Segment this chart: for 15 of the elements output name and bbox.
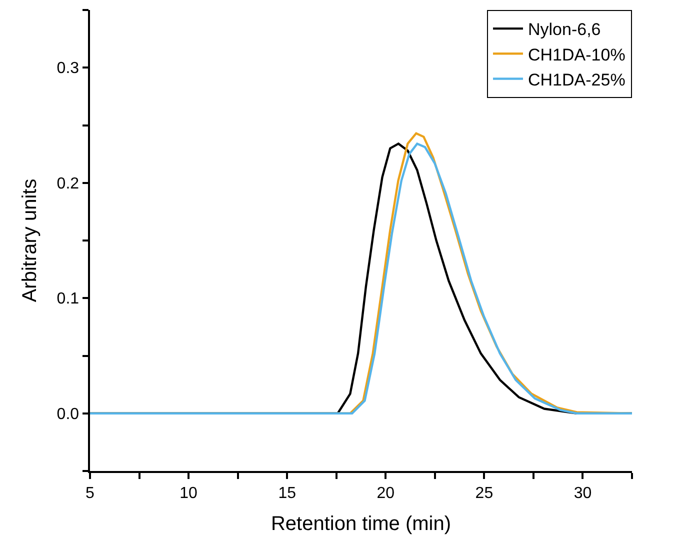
x-tick-label: 5 [86, 484, 95, 502]
x-tick-label: 10 [180, 484, 198, 502]
legend-label: CH1DA-10% [528, 45, 626, 64]
y-tick-label: 0.2 [56, 175, 80, 192]
y-tick-label: 0.3 [56, 60, 80, 78]
x-tick-label: 15 [278, 484, 296, 502]
x-axis-title: Retention time (min) [270, 512, 452, 535]
y-axis-title: Arbitrary units [18, 178, 41, 302]
x-tick-label: 30 [574, 484, 592, 502]
y-tick-label: 0.1 [56, 290, 80, 308]
x-tick-label: 20 [376, 484, 395, 502]
y-tick-label: 0.0 [56, 406, 80, 423]
x-tick-label: 25 [475, 484, 494, 502]
legend-label: CH1DA-25% [528, 70, 626, 90]
legend-label: Nylon-6,6 [528, 20, 601, 40]
